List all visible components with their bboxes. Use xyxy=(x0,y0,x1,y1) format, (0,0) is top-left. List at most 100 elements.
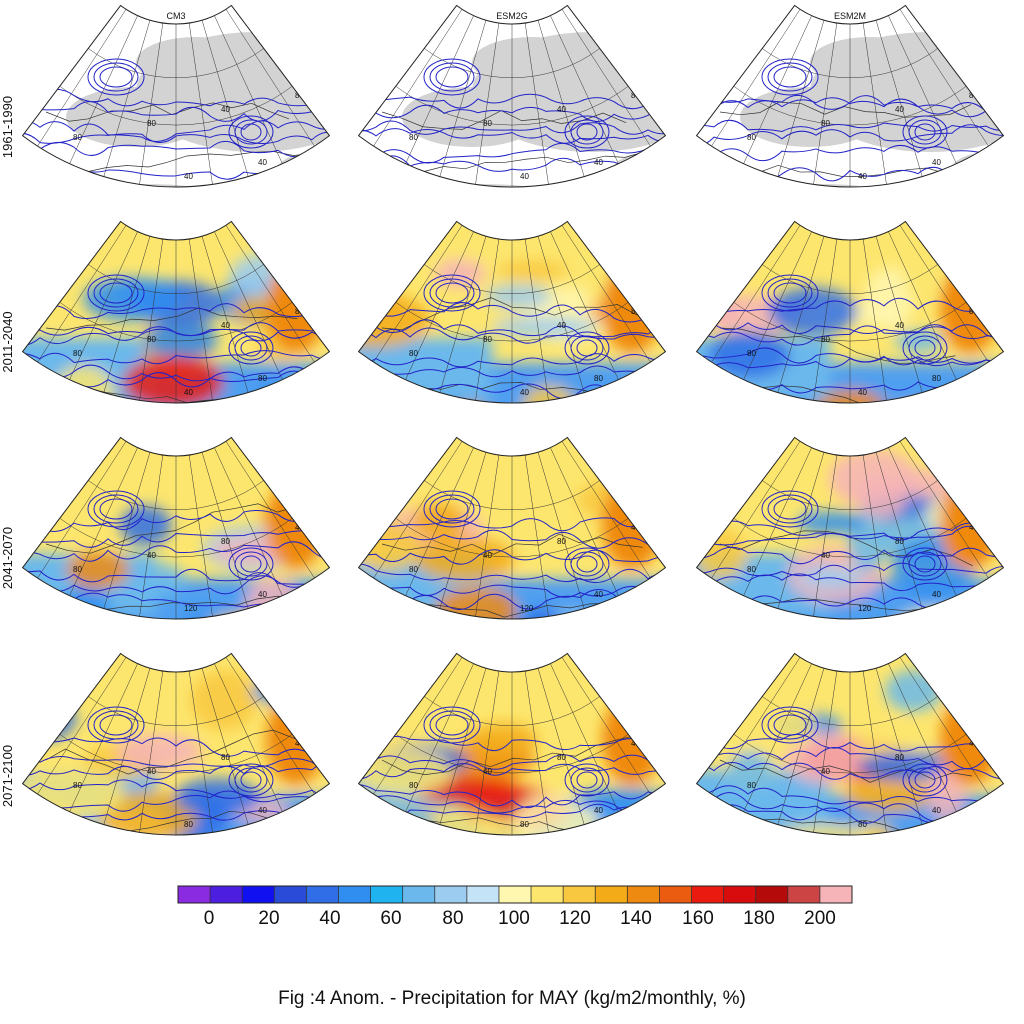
contour-loop xyxy=(767,710,813,740)
contour-loop xyxy=(570,119,604,145)
coast-path xyxy=(421,152,665,173)
panel-outline xyxy=(357,652,667,836)
parallel-line xyxy=(59,301,293,342)
colorbar-swatch xyxy=(723,886,757,903)
contour-loop xyxy=(93,278,139,308)
field-blob xyxy=(51,364,115,404)
contour-loop xyxy=(908,335,942,361)
field-blob xyxy=(174,778,260,817)
parallel-line xyxy=(424,48,600,78)
model-title-esm2m: ESM2M xyxy=(834,11,866,21)
panel-outline xyxy=(695,220,1005,404)
field-blob xyxy=(412,501,466,541)
meridian-line xyxy=(103,668,151,825)
meridian-line xyxy=(813,23,838,185)
parallel-line xyxy=(424,264,600,294)
meridian-line xyxy=(103,236,151,393)
contour-loop xyxy=(429,62,475,92)
contour-loop xyxy=(773,66,807,88)
colorbar-tick-label: 120 xyxy=(559,908,591,929)
graticule xyxy=(373,9,651,187)
contour-line xyxy=(22,761,330,780)
contour-label: 40 xyxy=(821,767,830,776)
contour-line xyxy=(696,356,1004,370)
contour-loop xyxy=(767,494,813,524)
contour-line xyxy=(22,328,330,347)
land-mass xyxy=(66,87,206,147)
field-blob xyxy=(780,856,880,884)
meridian-line xyxy=(201,452,249,609)
contour-loop xyxy=(389,47,395,77)
contour-label: 80 xyxy=(409,349,418,358)
meridian-line xyxy=(201,668,249,825)
meridian-line xyxy=(225,657,315,795)
coast-path xyxy=(45,503,297,554)
contour-line xyxy=(696,144,1004,162)
contour-label: 40 xyxy=(184,172,193,181)
land-mass xyxy=(472,37,592,87)
field-blob xyxy=(522,385,576,404)
contour-loop xyxy=(87,706,145,744)
contour-loop xyxy=(389,263,395,293)
land-mass xyxy=(740,87,880,147)
contour-label: 80 xyxy=(147,335,156,344)
contour-loop xyxy=(228,547,274,581)
contour-label: 80 xyxy=(520,820,529,829)
contour-line xyxy=(358,120,666,135)
meridian-line xyxy=(711,657,801,795)
contour-loop xyxy=(377,687,407,733)
field-blob xyxy=(796,511,867,535)
contour-line xyxy=(696,520,1004,541)
contour-label: 120 xyxy=(858,604,872,613)
field-blob xyxy=(577,475,666,524)
meridian-line xyxy=(37,225,127,363)
contour-loop xyxy=(576,771,598,789)
panel-outline xyxy=(357,220,667,404)
field-blob xyxy=(312,635,413,690)
contour-label: 120 xyxy=(520,604,534,613)
contour-loop xyxy=(87,490,145,528)
contour-loop xyxy=(423,58,481,96)
contour-loop xyxy=(914,771,936,789)
contour-label: 80 xyxy=(258,374,267,383)
colorbar xyxy=(177,885,853,904)
field-blob xyxy=(811,388,891,404)
contour-loop xyxy=(429,278,475,308)
field-blob xyxy=(726,750,775,804)
contour-label: 40 xyxy=(594,158,603,167)
colorbar-swatch xyxy=(242,886,275,903)
contour-line xyxy=(22,789,330,812)
contour-loop xyxy=(721,691,739,729)
contour-label: 40 xyxy=(858,388,867,397)
contour-line xyxy=(22,575,330,595)
meridian-line xyxy=(743,15,812,164)
field-blob xyxy=(94,860,146,891)
contour-loop xyxy=(47,691,65,729)
contour-line xyxy=(358,365,666,378)
contour-loop xyxy=(228,763,274,797)
field-blob xyxy=(514,792,599,835)
contour-loop xyxy=(570,767,604,793)
land-mass xyxy=(612,152,666,187)
contour-loop xyxy=(228,331,274,365)
contour-line xyxy=(696,573,1004,592)
field-blob xyxy=(442,856,542,884)
contour-loop xyxy=(99,498,133,520)
meridian-line xyxy=(69,15,138,164)
contour-loop xyxy=(570,335,604,361)
contour-label: 40 xyxy=(895,321,904,330)
contour-label: 80 xyxy=(710,296,719,305)
contour-line xyxy=(696,733,1004,752)
colorbar-tick-label: 180 xyxy=(743,908,775,929)
meridian-line xyxy=(373,657,463,795)
meridian-line xyxy=(37,9,127,147)
contour-label: 80 xyxy=(594,374,603,383)
colorbar-tick-label: 60 xyxy=(380,908,401,929)
contour-loop xyxy=(715,255,745,301)
